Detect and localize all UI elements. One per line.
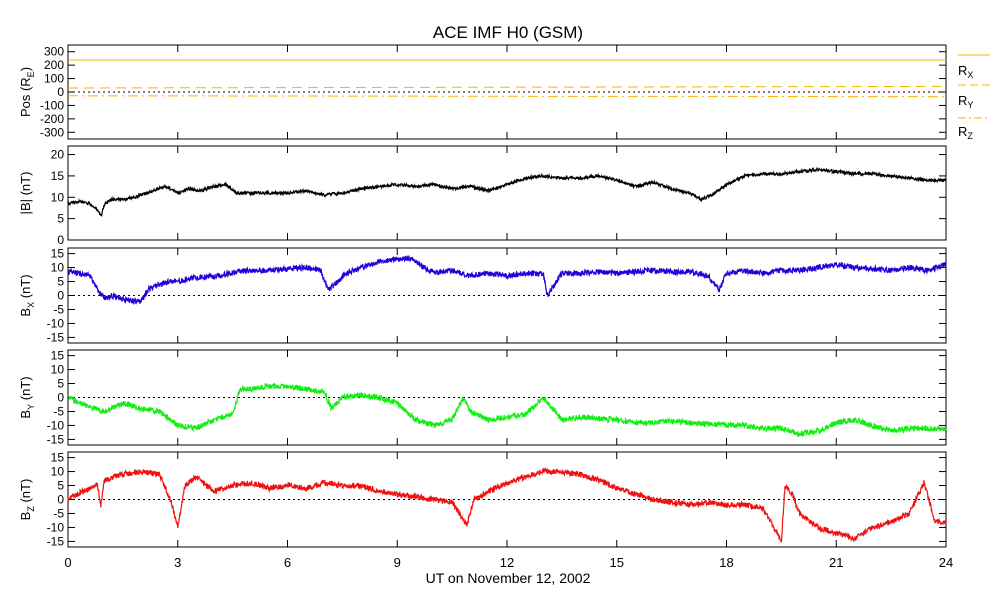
y-tick-label: 100 — [44, 72, 64, 86]
y-tick-label: -10 — [47, 520, 65, 534]
y-tick-label: -5 — [53, 302, 64, 316]
y-axis-label-close: ) — [18, 67, 33, 71]
y-tick-label: 10 — [51, 363, 65, 377]
y-tick-label: 5 — [57, 479, 64, 493]
series-line-0-1 — [67, 85, 947, 89]
series-line-1-0 — [67, 166, 947, 218]
x-tick-label: 3 — [174, 555, 181, 570]
y-axis-label-close: (nT) — [18, 479, 33, 506]
y-axis-label: BX (nT) — [18, 274, 36, 316]
y-tick-label: 0 — [57, 493, 64, 507]
series-line-0-2 — [67, 95, 947, 98]
series-line-3-0 — [67, 382, 947, 438]
y-tick-label: 20 — [51, 148, 65, 162]
x-tick-label: 24 — [939, 555, 953, 570]
y-tick-label: 5 — [57, 275, 64, 289]
x-tick-label: 12 — [500, 555, 514, 570]
legend-label-0: RX — [958, 63, 973, 80]
y-axis-label: BY (nT) — [18, 376, 36, 418]
chart-title: ACE IMF H0 (GSM) — [433, 23, 583, 42]
legend-label-main: R — [958, 124, 967, 139]
legend-label-sub: Y — [967, 100, 973, 110]
x-tick-label: 18 — [719, 555, 733, 570]
y-tick-label: -5 — [53, 506, 64, 520]
y-tick-label: 10 — [51, 190, 65, 204]
y-tick-label: -15 — [47, 432, 65, 446]
y-axis-label-close: (nT) — [18, 274, 33, 301]
y-axis-label: Pos (RE) — [18, 67, 36, 117]
y-tick-label: 0 — [57, 233, 64, 247]
y-axis-label-main: |B| (nT) — [18, 172, 33, 215]
y-tick-label: 0 — [57, 391, 64, 405]
y-tick-label: 10 — [51, 465, 65, 479]
legend-label-sub: X — [967, 70, 973, 80]
x-tick-label: 9 — [394, 555, 401, 570]
legend-label-main: R — [958, 63, 967, 78]
y-axis-label-sub: X — [26, 302, 36, 308]
y-axis-label-main: B — [18, 410, 33, 419]
legend-label-main: R — [958, 93, 967, 108]
y-tick-label: -10 — [47, 418, 65, 432]
y-tick-label: -5 — [53, 404, 64, 418]
y-tick-label: -15 — [47, 330, 65, 344]
y-tick-label: 15 — [51, 247, 65, 261]
y-axis-label-sub: E — [26, 71, 36, 77]
y-tick-label: 5 — [57, 212, 64, 226]
x-tick-labels: 0 3 6 9 12 15 18 21 24 — [64, 555, 953, 570]
y-axis-label-sub: Z — [26, 506, 36, 512]
y-tick-label: -10 — [47, 316, 65, 330]
y-tick-label: 10 — [51, 261, 65, 275]
y-tick-label: 15 — [51, 349, 65, 363]
y-axis-label-main: Pos (R — [18, 77, 33, 117]
x-tick-label: 0 — [64, 555, 71, 570]
y-axis-label-main: B — [18, 308, 33, 317]
plot-frame — [67, 145, 947, 241]
y-tick-label: -200 — [40, 112, 64, 126]
legend-label-sub: Z — [967, 131, 973, 141]
y-axis-label-main: B — [18, 512, 33, 521]
series-line-2-0 — [67, 255, 947, 306]
x-tick-label: 15 — [610, 555, 624, 570]
y-tick-label: 15 — [51, 169, 65, 183]
y-tick-label: -300 — [40, 125, 64, 139]
y-tick-label: 0 — [57, 85, 64, 99]
panel-1: 20 15 10 5 0 |B| (nT) — [18, 145, 947, 247]
y-axis-label-close: (nT) — [18, 376, 33, 403]
y-tick-label: 0 — [57, 289, 64, 303]
y-tick-label: -100 — [40, 98, 64, 112]
y-tick-label: 300 — [44, 45, 64, 59]
legend-label-1: RY — [958, 93, 973, 110]
legend-label-2: RZ — [958, 124, 973, 141]
x-axis-label: UT on November 12, 2002 — [426, 570, 591, 586]
y-tick-label: 200 — [44, 58, 64, 72]
x-tick-label: 21 — [829, 555, 843, 570]
series-line-4-0 — [67, 466, 947, 543]
x-tick-label: 6 — [284, 555, 291, 570]
y-tick-label: -15 — [47, 534, 65, 548]
y-axis-label: |B| (nT) — [18, 172, 33, 215]
y-axis-label-sub: Y — [26, 404, 36, 410]
y-tick-label: 5 — [57, 377, 64, 391]
y-tick-label: 15 — [51, 451, 65, 465]
y-axis-label: BZ (nT) — [18, 479, 36, 521]
